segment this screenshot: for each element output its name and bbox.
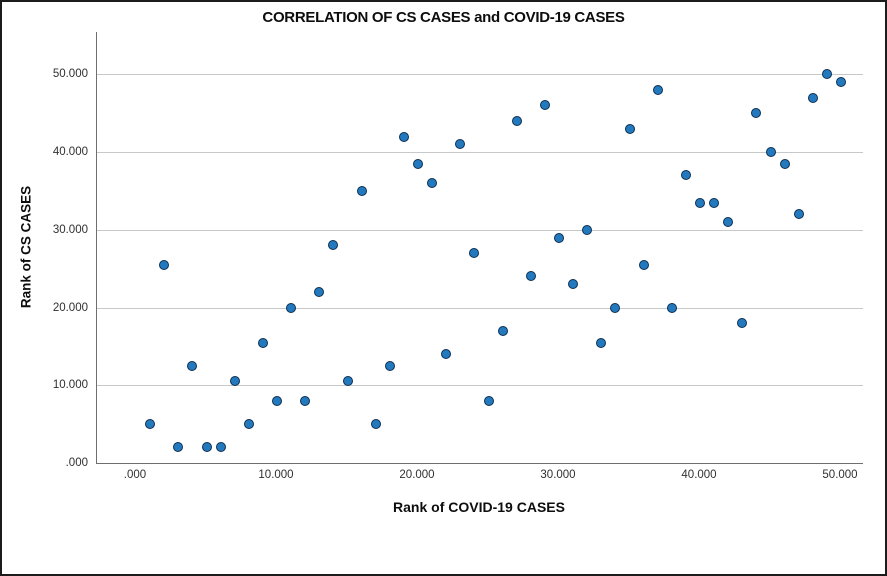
data-point [638,259,649,270]
data-point [793,209,804,220]
data-point [342,376,353,387]
data-point [272,395,282,406]
data-point [173,442,184,453]
y-axis-title: Rank of CS CASES [18,185,34,309]
gridline-y-20 [97,307,863,309]
data-point [159,259,170,270]
data-point [582,224,593,235]
data-point [511,116,522,127]
data-point [765,147,776,158]
data-point [384,360,395,371]
data-point [497,325,508,336]
data-point [413,158,423,169]
data-point [709,197,720,208]
data-point [201,442,212,453]
data-point [427,178,438,189]
x-tick-label-50: 50.000 [822,469,858,481]
gridline-y-40 [97,152,863,154]
data-point [145,419,156,430]
data-point [455,139,466,150]
y-tick-label-40: 40.000 [52,146,88,159]
x-axis-title: Rank of COVID-19 CASES [393,499,565,515]
gridline-y-30 [97,229,863,231]
data-point [483,395,494,406]
data-point [469,248,480,259]
data-point [398,131,409,142]
data-point [300,395,311,406]
data-point [568,279,579,290]
data-point [666,302,677,313]
y-tick-label-30: 30.000 [52,223,88,236]
data-point [723,217,734,228]
y-tick-label-20: 20.000 [52,301,88,314]
data-point [243,419,254,430]
data-point [229,376,240,387]
data-point [187,360,198,371]
data-point [257,337,268,348]
data-point [596,337,607,348]
data-point [441,349,452,360]
y-tick-label-0: .000 [65,457,88,469]
data-point [779,158,790,169]
data-point [610,302,621,313]
x-tick-label-40: 40.000 [681,469,717,481]
x-tick-label-20: 20.000 [399,469,435,481]
y-tick-label-50: 50.000 [52,68,88,81]
x-tick-label-10: 10.000 [258,469,294,481]
data-point [751,108,762,119]
y-tick-label-10: 10.000 [52,379,88,392]
data-point [539,100,550,111]
data-point [314,287,325,298]
data-point [836,77,846,88]
data-point [652,84,663,95]
data-point [680,170,691,181]
data-point [624,123,635,134]
data-point [821,69,832,80]
data-point [807,92,818,103]
data-point [737,318,748,329]
gridline-y-50 [97,74,863,76]
data-point [328,240,339,251]
data-point [370,419,381,430]
plot-area [96,32,863,464]
data-point [215,442,226,453]
x-tick-label-30: 30.000 [540,469,576,481]
data-point [356,185,367,196]
data-point [554,232,564,243]
gridline-y-10 [97,385,863,387]
data-point [525,271,536,282]
data-point [695,197,705,208]
x-tick-label-0: .000 [123,469,147,481]
data-point [286,302,297,313]
chart-title: CORRELATION OF CS CASES and COVID-19 CAS… [262,9,625,26]
